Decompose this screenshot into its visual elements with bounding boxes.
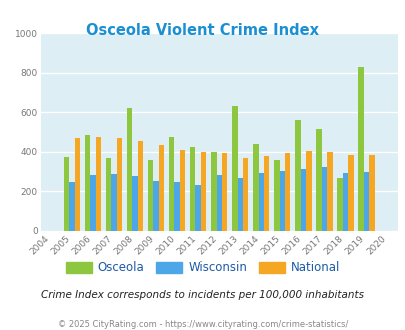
Bar [148, 160, 153, 231]
Bar [222, 153, 227, 231]
Bar [336, 178, 342, 231]
Bar [242, 158, 248, 231]
Bar [111, 174, 117, 231]
Text: Crime Index corresponds to incidents per 100,000 inhabitants: Crime Index corresponds to incidents per… [41, 290, 364, 300]
Bar [284, 153, 290, 231]
Bar [138, 141, 143, 231]
Text: Osceola Violent Crime Index: Osceola Violent Crime Index [86, 23, 319, 38]
Bar [321, 167, 326, 231]
Bar [216, 175, 222, 231]
Bar [158, 146, 164, 231]
Bar [279, 171, 284, 231]
Bar [315, 129, 321, 231]
Bar [69, 182, 75, 231]
Bar [294, 120, 300, 231]
Bar [85, 135, 90, 231]
Bar [342, 173, 347, 231]
Bar [357, 67, 363, 231]
Bar [232, 106, 237, 231]
Bar [326, 152, 332, 231]
Bar [117, 138, 122, 231]
Bar [190, 147, 195, 231]
Bar [168, 137, 174, 231]
Bar [127, 108, 132, 231]
Bar [96, 137, 101, 231]
Bar [90, 175, 96, 231]
Bar [347, 155, 353, 231]
Bar [200, 152, 206, 231]
Bar [258, 173, 263, 231]
Bar [106, 158, 111, 231]
Bar [237, 178, 242, 231]
Bar [273, 160, 279, 231]
Bar [300, 169, 305, 231]
Bar [211, 152, 216, 231]
Legend: Osceola, Wisconsin, National: Osceola, Wisconsin, National [61, 257, 344, 279]
Bar [179, 150, 185, 231]
Bar [252, 144, 258, 231]
Bar [153, 181, 158, 231]
Bar [305, 151, 311, 231]
Bar [75, 138, 80, 231]
Bar [174, 182, 179, 231]
Text: © 2025 CityRating.com - https://www.cityrating.com/crime-statistics/: © 2025 CityRating.com - https://www.city… [58, 320, 347, 329]
Bar [368, 155, 374, 231]
Bar [363, 172, 368, 231]
Bar [195, 185, 200, 231]
Bar [64, 157, 69, 231]
Bar [263, 156, 269, 231]
Bar [132, 176, 138, 231]
